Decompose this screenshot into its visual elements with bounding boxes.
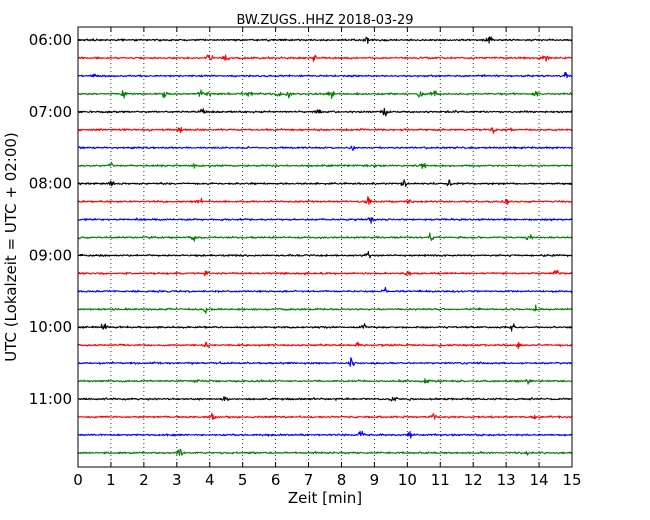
trace-line [77, 396, 573, 402]
plot-frame [77, 26, 573, 468]
trace-line [77, 54, 573, 62]
x-tick-label: 10 [398, 471, 417, 489]
x-tick-label: 0 [73, 471, 83, 489]
trace-line [77, 448, 573, 456]
x-tick-label: 8 [337, 471, 347, 489]
x-tick-label: 1 [106, 471, 116, 489]
trace-line [77, 145, 573, 151]
tick-layer: 0 1 2 3 4 5 6 7 8 9 10 11 12 13 14 1506:0007:0008:0009:… [29, 27, 582, 489]
y-tick-label: 07:00 [29, 103, 72, 121]
trace-line [78, 269, 573, 277]
x-tick-label: 4 [205, 471, 215, 489]
trace-line [77, 36, 573, 45]
x-tick-label: 2 [139, 471, 149, 489]
y-tick-label: 08:00 [29, 175, 72, 193]
trace-line [77, 430, 573, 439]
trace-line [77, 378, 573, 385]
trace-line [77, 412, 573, 420]
x-tick-label: 3 [172, 471, 182, 489]
trace-line [77, 323, 573, 332]
trace-line [77, 89, 573, 100]
x-tick-label: 6 [271, 471, 281, 489]
y-tick-label: 09:00 [29, 246, 72, 264]
y-tick-label: 11:00 [29, 390, 72, 408]
trace-line [77, 179, 573, 188]
x-tick-label: 13 [497, 471, 516, 489]
x-tick-label: 5 [238, 471, 248, 489]
x-tick-label: 7 [304, 471, 314, 489]
grid-layer [110, 27, 540, 467]
y-axis-label: UTC (Lokalzeit = UTC + 02:00) [2, 132, 20, 362]
trace-line [77, 107, 573, 117]
x-tick-label: 12 [464, 471, 483, 489]
trace-line [77, 196, 573, 205]
trace-line [77, 71, 573, 79]
chart-title: BW.ZUGS..HHZ 2018-03-29 [236, 13, 413, 28]
y-tick-label: 10:00 [29, 318, 72, 336]
trace-line [77, 161, 573, 170]
x-tick-label: 9 [370, 471, 380, 489]
trace-line [77, 250, 573, 259]
x-tick-label: 11 [431, 471, 450, 489]
trace-line [77, 341, 573, 350]
trace-line [77, 217, 573, 224]
x-tick-label: 15 [562, 471, 581, 489]
trace-line [77, 232, 573, 242]
trace-line [77, 357, 573, 367]
y-tick-label: 06:00 [29, 31, 72, 49]
trace-line [77, 286, 573, 294]
trace-line [77, 126, 573, 134]
x-tick-label: 14 [530, 471, 549, 489]
trace-layer [77, 36, 573, 456]
x-axis-label: Zeit [min] [288, 489, 362, 507]
trace-line [77, 304, 573, 314]
